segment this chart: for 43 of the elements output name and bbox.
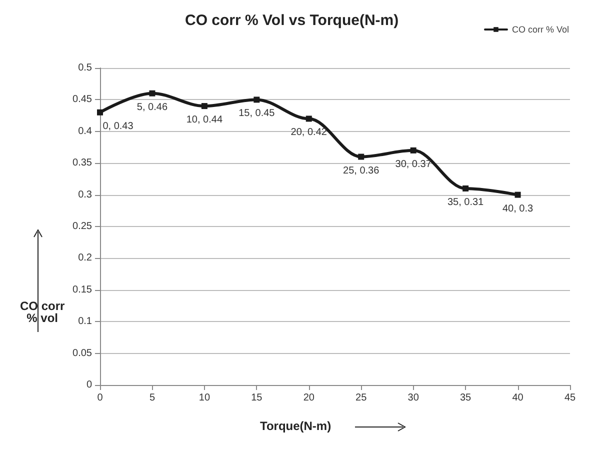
y-axis-title: CO corr % vol: [20, 299, 66, 325]
x-tick-label: 5: [149, 392, 156, 404]
point: [410, 147, 416, 154]
legend-label: CO corr % Vol: [512, 24, 569, 34]
x-tick-label: 20: [303, 392, 315, 404]
x-tick-label: 10: [198, 392, 210, 404]
x-tick-label: 0: [97, 392, 104, 404]
point: [462, 185, 469, 192]
point: [97, 109, 103, 116]
x-tick-label: 45: [564, 392, 576, 404]
y-tick-label: 0.1: [78, 316, 92, 328]
point: [201, 103, 208, 110]
point: [358, 154, 364, 160]
y-tick-label: 0.25: [72, 221, 92, 232]
y-tick-label: 0.05: [72, 348, 92, 359]
x-tick-label: 25: [356, 392, 368, 404]
y-tick-label: 0.2: [78, 252, 92, 264]
y-tick-label: 0.3: [78, 189, 92, 200]
y-tick-label: 0.4: [78, 126, 92, 137]
y-tick-label: 0: [86, 380, 92, 390]
data-label: 25, 0.36: [343, 165, 380, 176]
x-tick-label: 30: [408, 392, 420, 404]
data-label: 20, 0.42: [290, 127, 328, 138]
point: [514, 192, 521, 198]
data-label: 30, 0.37: [395, 158, 432, 170]
x-tick-label: 15: [251, 392, 263, 404]
y-tick-label: 0.35: [72, 158, 92, 169]
y-tick-label: 0.5: [78, 62, 92, 74]
x-tick-label: 40: [512, 392, 524, 404]
x-tick-label: 35: [460, 392, 472, 404]
y-tick-label: 0.15: [72, 284, 92, 296]
data-label: 35, 0.31: [447, 196, 484, 208]
point: [149, 90, 156, 96]
data-label: 10, 0.44: [186, 114, 223, 126]
y-tick-label: 0.45: [72, 94, 92, 106]
data-label: 40, 0.3: [502, 203, 534, 214]
point: [254, 96, 260, 103]
x-axis-title: Torque(N-m): [260, 419, 332, 433]
data-label: 5, 0.46: [136, 102, 168, 113]
chart-title: CO corr % Vol vs Torque(N-m): [185, 12, 399, 29]
point: [306, 116, 312, 122]
data-label: 0, 0.43: [102, 120, 134, 132]
data-label: 15, 0.45: [238, 108, 276, 120]
